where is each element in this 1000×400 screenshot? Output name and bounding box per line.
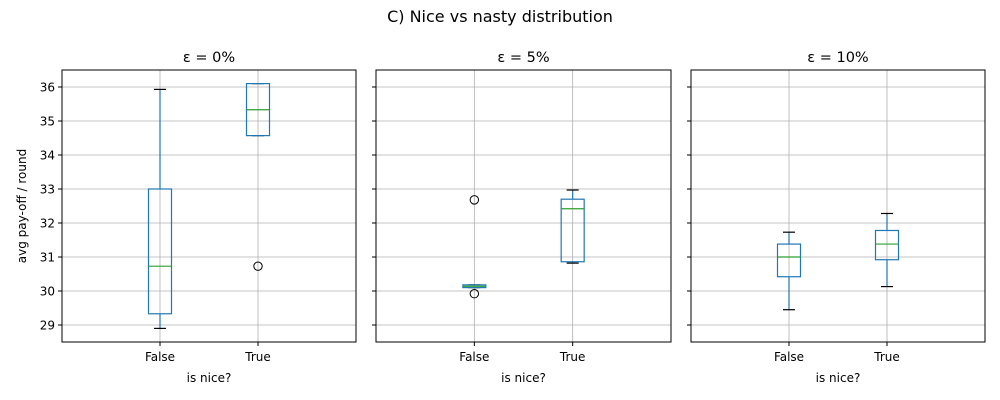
box-iqr	[874, 229, 900, 261]
box-iqr	[776, 243, 802, 278]
axes-frame	[375, 69, 672, 343]
y-tick-label: 31	[40, 251, 55, 265]
x-axis-label: is nice?	[187, 371, 232, 385]
axes-frame	[61, 69, 357, 343]
box-true	[245, 82, 271, 271]
x-tick-label: False	[145, 350, 175, 364]
y-axis-label: avg pay-off / round	[15, 149, 29, 263]
panel-eps-0: 29 30 31 32 33 34 35 36 False True ε = 0% is nice? a…	[15, 50, 357, 385]
panel-title: ε = 5%	[497, 50, 549, 66]
axes-frame	[690, 69, 986, 343]
x-tick-label: True	[559, 350, 586, 364]
panel-eps-10: False True ε = 10% is nice?	[687, 50, 986, 385]
x-tick-label: True	[873, 350, 900, 364]
panel-title: ε = 10%	[807, 50, 868, 66]
x-tick-label: False	[774, 350, 804, 364]
x-axis-label: is nice?	[816, 371, 861, 385]
y-tick-label: 34	[40, 149, 55, 163]
box-true	[874, 212, 900, 288]
panel-title: ε = 0%	[183, 50, 235, 66]
y-tick-label: 36	[40, 81, 55, 95]
x-tick-label: True	[244, 350, 271, 364]
outlier-point	[469, 289, 480, 299]
outlier-point	[469, 195, 480, 205]
y-tick-label: 30	[40, 285, 55, 299]
y-tick-label: 33	[40, 183, 55, 197]
y-tick-label: 29	[40, 319, 55, 333]
x-tick-label: False	[459, 350, 489, 364]
figure-suptitle: C) Nice vs nasty distribution	[387, 7, 613, 26]
box-iqr	[560, 198, 585, 263]
panel-eps-5: False True ε = 5% is nice?	[372, 50, 672, 385]
box-iqr	[147, 188, 173, 315]
x-axis-label: is nice?	[501, 371, 546, 385]
box-false	[147, 88, 173, 329]
box-false	[462, 195, 487, 299]
outlier-point	[253, 261, 263, 271]
box-false	[776, 231, 802, 311]
y-tick-label: 32	[40, 217, 55, 231]
y-tick-label: 35	[40, 115, 55, 129]
box-true	[560, 189, 585, 264]
